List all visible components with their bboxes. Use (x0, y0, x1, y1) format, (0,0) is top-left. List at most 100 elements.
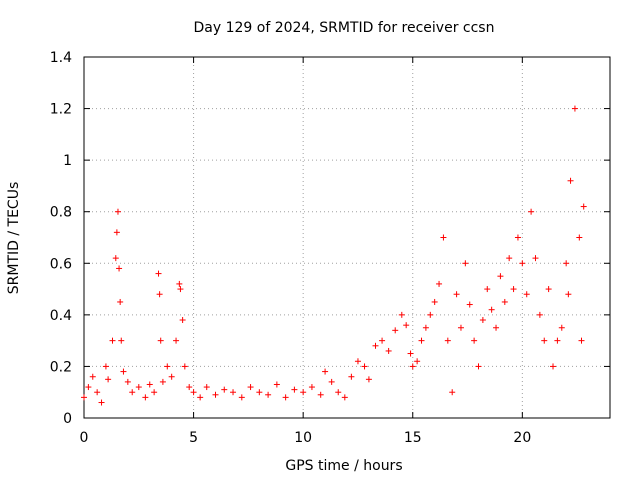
y-tick-label: 0.6 (50, 256, 72, 272)
chart-title: Day 129 of 2024, SRMTID for receiver ccs… (194, 20, 495, 36)
data-point (197, 394, 204, 401)
data-point (571, 105, 578, 112)
data-point (151, 389, 158, 396)
data-point (567, 177, 574, 184)
data-point (545, 286, 552, 293)
data-point (89, 373, 96, 380)
data-point (554, 337, 561, 344)
data-point (414, 358, 421, 365)
data-point (471, 337, 478, 344)
data-point (348, 373, 355, 380)
data-point (558, 324, 565, 331)
y-tick-label: 1 (63, 153, 72, 169)
data-point (155, 270, 162, 277)
data-point (116, 265, 123, 272)
data-point (117, 298, 124, 305)
data-point (385, 347, 392, 354)
data-point (403, 322, 410, 329)
data-point (238, 394, 245, 401)
data-point (361, 363, 368, 370)
data-point (510, 286, 517, 293)
data-point (457, 324, 464, 331)
data-point (230, 389, 237, 396)
y-tick-label: 0.4 (50, 308, 72, 324)
data-point (541, 337, 548, 344)
data-point (354, 358, 361, 365)
x-tick-label: 15 (404, 430, 422, 446)
data-point (282, 394, 289, 401)
data-point (506, 255, 513, 262)
data-point (142, 394, 149, 401)
data-point (532, 255, 539, 262)
x-tick-label: 5 (189, 430, 198, 446)
data-point (427, 311, 434, 318)
data-point (466, 301, 473, 308)
data-point (407, 350, 414, 357)
data-point (475, 363, 482, 370)
data-point (536, 311, 543, 318)
data-point (550, 363, 557, 370)
data-point (379, 337, 386, 344)
x-axis-label: GPS time / hours (285, 458, 402, 474)
plot-border (83, 56, 611, 419)
data-point (418, 337, 425, 344)
data-point (484, 286, 491, 293)
data-point (565, 291, 572, 298)
data-point (372, 342, 379, 349)
data-point (398, 311, 405, 318)
data-point (392, 327, 399, 334)
y-tick-label: 0.2 (50, 359, 72, 375)
data-point (113, 229, 120, 236)
data-point (580, 203, 587, 210)
data-point (563, 260, 570, 267)
data-point (578, 337, 585, 344)
data-point (265, 391, 272, 398)
y-tick-label: 1.2 (50, 102, 72, 118)
data-point (300, 389, 307, 396)
data-point (291, 386, 298, 393)
data-point (528, 208, 535, 215)
data-point (449, 389, 456, 396)
data-point (177, 286, 184, 293)
data-point (497, 273, 504, 280)
data-point (436, 280, 443, 287)
data-point (164, 363, 171, 370)
data-point (335, 389, 342, 396)
data-point (135, 384, 142, 391)
data-point (85, 384, 92, 391)
data-point (341, 394, 348, 401)
data-point (444, 337, 451, 344)
data-point (212, 391, 219, 398)
data-point (317, 391, 324, 398)
data-point (124, 378, 131, 385)
x-tick-label: 0 (80, 430, 89, 446)
data-point (221, 386, 228, 393)
data-point (179, 317, 186, 324)
data-point (493, 324, 500, 331)
data-point (120, 368, 127, 375)
data-point (105, 376, 112, 383)
data-point (514, 234, 521, 241)
data-point (109, 337, 116, 344)
data-point (440, 234, 447, 241)
data-point (159, 378, 166, 385)
data-point (422, 324, 429, 331)
data-point (190, 389, 197, 396)
data-point (322, 368, 329, 375)
data-point (181, 363, 188, 370)
x-tick-label: 10 (294, 430, 312, 446)
data-point (576, 234, 583, 241)
data-point (523, 291, 530, 298)
data-point (462, 260, 469, 267)
data-point (273, 381, 280, 388)
data-point (114, 208, 121, 215)
data-point (118, 337, 125, 344)
data-points (81, 105, 587, 406)
y-tick-label: 1.4 (50, 50, 72, 66)
data-point (501, 298, 508, 305)
data-point (308, 384, 315, 391)
data-point (328, 378, 335, 385)
data-point (247, 384, 254, 391)
